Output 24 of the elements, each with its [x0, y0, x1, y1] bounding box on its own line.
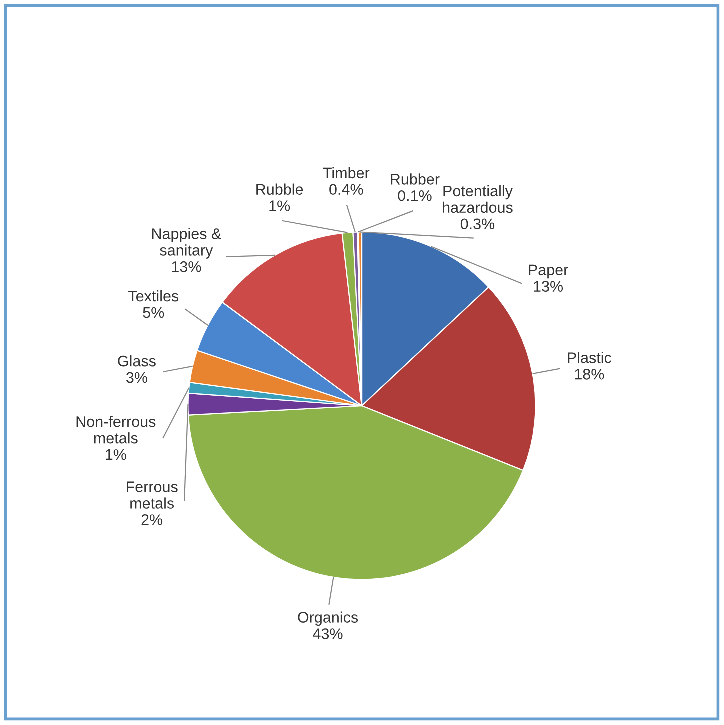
data-label: 0.3% — [460, 218, 495, 230]
slice-label: Rubble — [256, 184, 304, 195]
slice-label: Timber — [323, 167, 370, 179]
slice-label: Non-ferrous metals — [76, 416, 156, 444]
data-label: 13% — [172, 261, 202, 272]
data-label: 13% — [534, 281, 564, 292]
slice-label: Paper — [529, 264, 568, 279]
data-label: 3% — [126, 372, 148, 384]
data-label: 1% — [106, 449, 126, 460]
slice-label: Textiles — [128, 290, 179, 302]
data-label: 2% — [142, 514, 163, 526]
slice-label: Potentially hazardous — [443, 185, 513, 214]
data-label: 0.4% — [330, 184, 364, 196]
slice-label: Plastic — [568, 352, 612, 364]
data-label: 5% — [143, 307, 164, 318]
data-label: 0.1% — [398, 190, 432, 202]
data-label: 18% — [575, 369, 604, 380]
slice-label: Ferrous metals — [127, 482, 178, 509]
data-label: 1% — [270, 200, 290, 212]
data-label: 43% — [313, 628, 343, 640]
slice-label: Glass — [118, 355, 156, 367]
slice-label: Organics — [298, 612, 358, 626]
slice-label: Rubber — [391, 174, 440, 185]
slice-label: Nappies & sanitary — [152, 228, 222, 259]
